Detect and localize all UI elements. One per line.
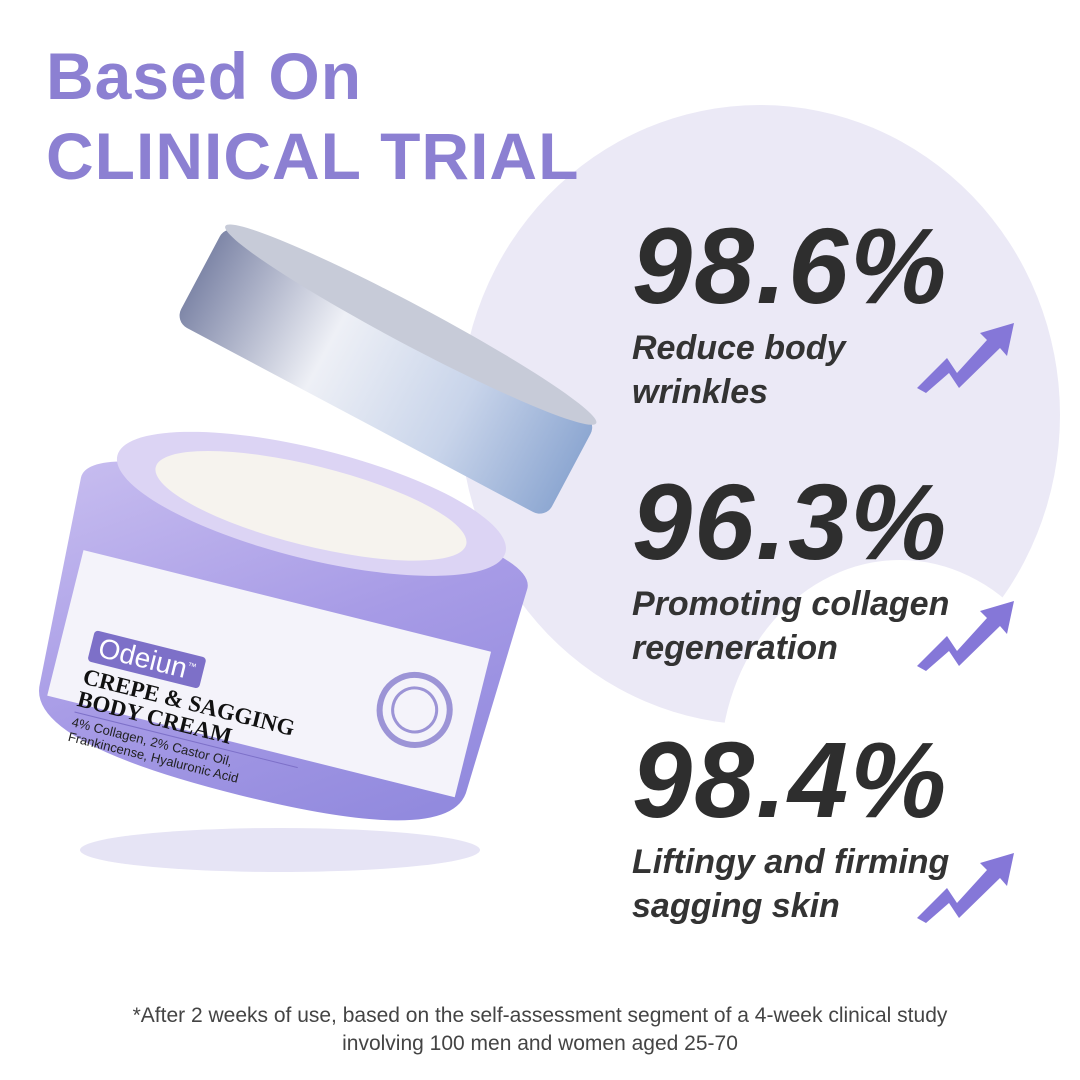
footnote-line2: involving 100 men and women aged 25-70	[342, 1032, 738, 1055]
trend-up-arrow-icon	[917, 601, 1014, 671]
footnote: *After 2 weeks of use, based on the self…	[0, 1002, 1080, 1058]
product-jar-image	[39, 431, 528, 872]
headline-line2: CLINICAL TRIAL	[46, 119, 580, 193]
stat-label: Liftingy and firming sagging skin	[632, 843, 950, 925]
stat-wrinkles: 98.6% Reduce body wrinkles	[632, 212, 948, 414]
stat-value: 98.4%	[632, 719, 949, 840]
stat-firming: 98.4% Liftingy and firming sagging skin	[632, 726, 949, 928]
headline-line1: Based On	[46, 39, 363, 113]
trademark: ™	[186, 660, 198, 673]
stat-label: Reduce body wrinkles	[632, 329, 846, 411]
stat-label: Promoting collagen regeneration	[632, 585, 950, 667]
trend-up-arrow-icon	[917, 853, 1014, 923]
footnote-line1: *After 2 weeks of use, based on the self…	[132, 1004, 948, 1027]
jar-lid-image	[179, 224, 597, 514]
background-cutout	[720, 560, 1080, 980]
stat-collagen: 96.3% Promoting collagen regeneration	[632, 468, 949, 670]
stat-value: 98.6%	[632, 205, 949, 326]
trend-up-arrow-icon	[917, 323, 1014, 393]
stat-value: 96.3%	[632, 461, 949, 582]
